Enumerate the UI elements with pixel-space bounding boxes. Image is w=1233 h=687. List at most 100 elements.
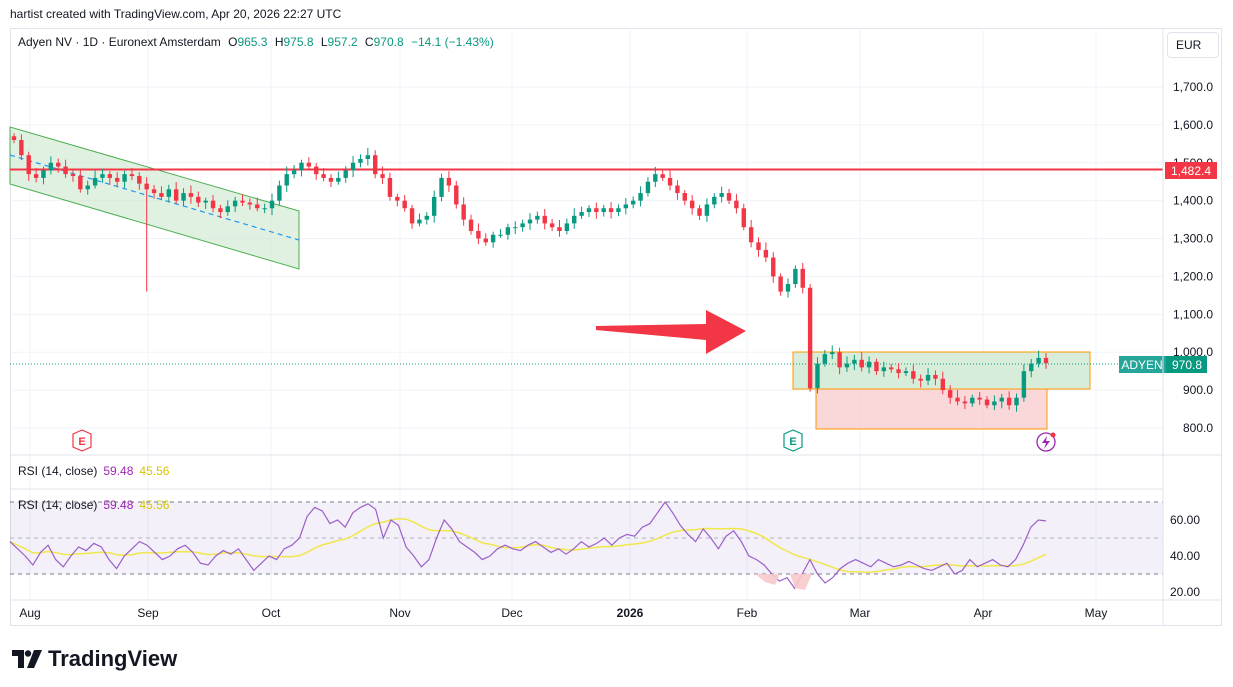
candle-body — [277, 185, 282, 201]
lightning-event-icon[interactable] — [1036, 432, 1056, 452]
candle-body — [815, 363, 820, 389]
rsi-tick-label: 40.00 — [1170, 549, 1200, 563]
time-tick-label: Sep — [137, 606, 159, 620]
candle-body — [682, 193, 687, 201]
candle-body — [896, 369, 901, 374]
candle-body — [667, 177, 673, 186]
candle-body — [203, 200, 208, 203]
earnings-marker-aug[interactable]: E — [72, 429, 92, 452]
candle-body — [572, 215, 577, 224]
candle-body — [306, 162, 312, 167]
currency-button[interactable]: EUR — [1167, 32, 1219, 58]
candle-body — [918, 378, 923, 381]
candle-body — [1036, 357, 1041, 364]
candle-body — [314, 166, 319, 175]
candle-body — [343, 170, 348, 178]
resistance-tag: 1,482.4 — [1171, 164, 1211, 178]
candle-body — [11, 136, 17, 141]
rsi-ma-value: 45.56 — [139, 498, 170, 512]
time-tick-label: Apr — [974, 606, 993, 620]
resistance-tag-bg — [1165, 162, 1217, 179]
price-tick-label: 1,100.0 — [1173, 307, 1213, 321]
candle-body — [151, 189, 157, 194]
candle-body — [586, 208, 592, 213]
candle-body — [557, 227, 562, 231]
candle-body — [350, 162, 356, 171]
candle-body — [859, 359, 864, 368]
candle-body — [675, 185, 680, 194]
svg-text:E: E — [78, 436, 85, 448]
high-label: H — [274, 35, 284, 49]
candle-body — [468, 219, 474, 231]
candle-body — [78, 176, 83, 190]
candle-body — [255, 204, 260, 209]
rsi-value: 59.48 — [103, 498, 134, 512]
candle-body — [122, 174, 127, 182]
footer-brand[interactable]: TradingView — [12, 646, 177, 672]
candle-body — [56, 162, 61, 167]
candle-body — [793, 268, 798, 285]
candle-body — [210, 200, 216, 209]
tradingview-logo-icon — [12, 650, 42, 668]
candle-body — [903, 371, 909, 374]
rsi-oversold-fill — [755, 574, 812, 590]
rsi-pane-legend[interactable]: RSI (14, close) 59.48 45.56 — [18, 464, 169, 478]
candle-body — [299, 162, 304, 171]
candle-body — [48, 162, 54, 171]
earnings-marker-feb[interactable]: E — [783, 429, 803, 452]
rsi-value: 59.48 — [103, 464, 134, 478]
candle-body — [697, 208, 702, 216]
candle-body — [498, 234, 503, 236]
candle-body — [240, 200, 245, 203]
candle-body — [439, 177, 444, 197]
price-tag: 970.8 — [1172, 358, 1202, 372]
candle-body — [734, 200, 739, 209]
candle-body — [1006, 397, 1012, 406]
price-tick-label: 1,200.0 — [1173, 269, 1213, 283]
close-value: 970.8 — [373, 35, 404, 49]
candle-body — [594, 208, 599, 213]
time-tick-label: Nov — [389, 606, 410, 620]
candle-body — [328, 177, 334, 182]
symbol-title: Adyen NV · 1D · Euronext Amsterdam — [18, 35, 221, 49]
annotation-arrow — [596, 310, 746, 354]
candle-body — [380, 174, 385, 178]
candle-body — [247, 202, 253, 205]
candle-body — [601, 208, 606, 213]
candle-body — [291, 170, 297, 175]
candle-body — [940, 378, 945, 391]
rsi-axis: 60.00 40.00 20.00 — [1170, 513, 1200, 599]
rsi-overlay-legend[interactable]: RSI (14, close) 59.48 45.56 — [18, 498, 169, 512]
candle-body — [269, 200, 275, 209]
candle-body — [144, 183, 149, 190]
time-tick-label: Aug — [19, 606, 40, 620]
candle-body — [807, 287, 813, 389]
high-value: 975.8 — [283, 35, 314, 49]
candle-body — [321, 174, 326, 178]
candle-body — [866, 361, 872, 368]
brand-name: TradingView — [48, 646, 178, 671]
candle-body — [999, 397, 1004, 402]
candle-body — [336, 177, 341, 182]
candle-body — [911, 371, 916, 379]
candle-body — [830, 352, 835, 355]
candle-body — [373, 155, 378, 175]
candle-body — [631, 200, 636, 205]
price-tick-label: 1,600.0 — [1173, 118, 1213, 132]
candle-body — [719, 193, 724, 197]
candle-body — [756, 242, 761, 250]
candle-body — [232, 200, 238, 207]
candle-body — [100, 174, 105, 178]
candle-body — [984, 399, 990, 406]
rsi-line — [9, 500, 1047, 590]
symbol-legend[interactable]: Adyen NV · 1D · Euronext Amsterdam O965.… — [18, 35, 494, 49]
candle-body — [188, 193, 194, 197]
candle-body — [800, 268, 805, 288]
candle-body — [962, 401, 968, 404]
candle-body — [387, 177, 393, 197]
candle-body — [137, 176, 142, 184]
candle-body — [490, 234, 496, 243]
rsi-ma-value: 45.56 — [139, 464, 170, 478]
candle-body — [844, 363, 850, 368]
